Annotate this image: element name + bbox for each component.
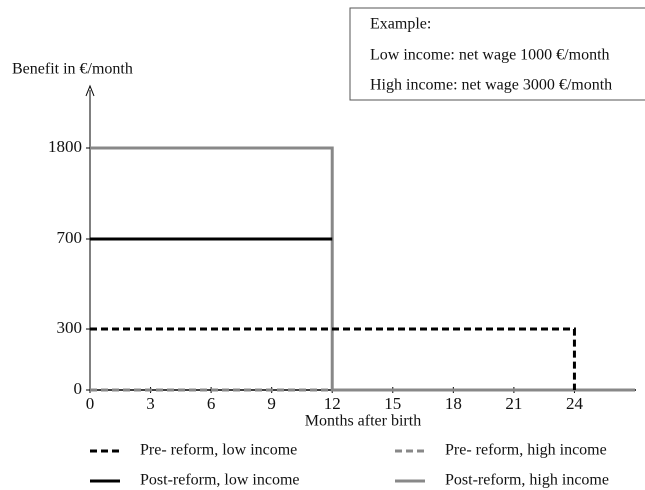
x-tick-label: 12 (324, 394, 341, 413)
example-line: High income: net wage 3000 €/month (370, 77, 612, 94)
series-line (90, 327, 576, 390)
x-tick-label: 3 (146, 394, 155, 413)
legend-label: Post-reform, high income (445, 472, 609, 489)
y-axis-label: Benefit in €/month (12, 61, 133, 78)
x-tick-label: 6 (207, 394, 216, 413)
y-tick-label: 0 (74, 379, 83, 398)
example-title: Example: (370, 16, 431, 33)
x-tick-label: 0 (86, 394, 95, 413)
y-axis-arrow (85, 84, 95, 97)
example-line: Low income: net wage 1000 €/month (370, 47, 610, 64)
example-box (349, 7, 645, 101)
series-line (90, 146, 635, 392)
legend-label: Pre- reform, low income (140, 442, 297, 459)
x-axis-label: Months after birth (305, 413, 421, 430)
legend-label: Post-reform, low income (140, 472, 300, 489)
y-tick-label: 1800 (48, 137, 82, 156)
x-tick-label: 18 (445, 394, 462, 413)
x-tick-label: 15 (384, 394, 401, 413)
x-tick-label: 9 (267, 394, 276, 413)
x-tick-label: 24 (566, 394, 584, 413)
y-tick-label: 300 (57, 318, 83, 337)
x-tick-label: 21 (505, 394, 522, 413)
y-tick-label: 700 (57, 228, 83, 247)
legend-label: Pre- reform, high income (445, 442, 607, 459)
